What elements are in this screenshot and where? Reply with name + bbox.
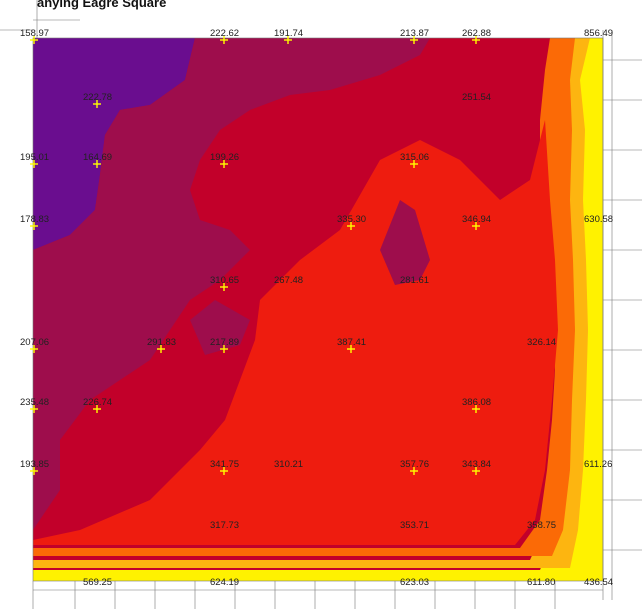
red-zone	[33, 120, 558, 545]
value-label: 341.75	[210, 459, 240, 470]
marker-cross	[410, 467, 418, 475]
marker-cross	[30, 160, 38, 168]
value-label: 326.14	[527, 337, 557, 348]
marker-cross	[30, 467, 38, 475]
marker-cross	[347, 222, 355, 230]
header-partial-text: anying Eagre Square	[37, 0, 167, 10]
value-label: 213.87	[400, 28, 430, 39]
value-label: 217.89	[210, 337, 240, 348]
value-label: 251.54	[462, 92, 492, 103]
value-label: 569.25	[83, 577, 113, 588]
marker-cross	[30, 345, 38, 353]
marker-cross	[93, 405, 101, 413]
value-label: 235.48	[20, 397, 50, 408]
value-label: 317.73	[210, 520, 240, 531]
marker-cross	[30, 405, 38, 413]
value-label: 386.08	[462, 397, 492, 408]
value-label: 291.83	[147, 337, 177, 348]
marker-cross	[157, 345, 165, 353]
value-label: 222.62	[210, 28, 240, 39]
marker-cross	[220, 36, 228, 44]
value-label: 856.49	[584, 28, 614, 39]
marker-cross	[472, 222, 480, 230]
value-label: 623.03	[400, 577, 430, 588]
marker-cross	[410, 36, 418, 44]
value-label: 267.48	[274, 275, 304, 286]
marker-cross	[347, 345, 355, 353]
value-label: 222.78	[83, 92, 113, 103]
value-label: 178.83	[20, 214, 50, 225]
magenta-blob	[380, 200, 430, 285]
value-label: 624.19	[210, 577, 240, 588]
value-label: 193.85	[20, 459, 50, 470]
value-label: 281.61	[400, 275, 430, 286]
value-label: 226.74	[83, 397, 113, 408]
value-label: 357.76	[400, 459, 430, 470]
value-label: 343.84	[462, 459, 492, 470]
value-label: 611.26	[584, 459, 613, 470]
value-label: 335.30	[337, 214, 367, 225]
value-label: 436.54	[584, 577, 614, 588]
value-label: 358.75	[527, 520, 557, 531]
value-label: 164.69	[83, 152, 113, 163]
marker-cross	[30, 36, 38, 44]
value-label: 310.65	[210, 275, 240, 286]
marker-cross	[472, 405, 480, 413]
value-label: 387.41	[337, 337, 367, 348]
purple-zone	[33, 38, 195, 250]
value-label: 315.06	[400, 152, 430, 163]
marker-cross	[93, 100, 101, 108]
marker-cross	[220, 160, 228, 168]
value-label: 158.97	[20, 28, 50, 39]
marker-cross	[220, 283, 228, 291]
magenta-blob-2	[190, 300, 250, 355]
magenta-zone	[33, 38, 430, 530]
marker-cross	[93, 160, 101, 168]
markers	[30, 36, 480, 475]
marker-cross	[472, 467, 480, 475]
marker-cross	[410, 160, 418, 168]
value-label: 195.01	[20, 152, 50, 163]
marker-cross	[284, 36, 292, 44]
value-label: 353.71	[400, 520, 430, 531]
value-label: 191.74	[274, 28, 304, 39]
value-label: 199.26	[210, 152, 240, 163]
value-label: 346.94	[462, 214, 492, 225]
marker-cross	[220, 467, 228, 475]
value-label: 630.58	[584, 214, 614, 225]
value-label: 310.21	[274, 459, 304, 470]
marker-cross	[472, 36, 480, 44]
value-label: 207.06	[20, 337, 50, 348]
value-label: 611.80	[527, 577, 556, 588]
marker-cross	[220, 345, 228, 353]
marker-cross	[30, 222, 38, 230]
value-label: 262.88	[462, 28, 492, 39]
